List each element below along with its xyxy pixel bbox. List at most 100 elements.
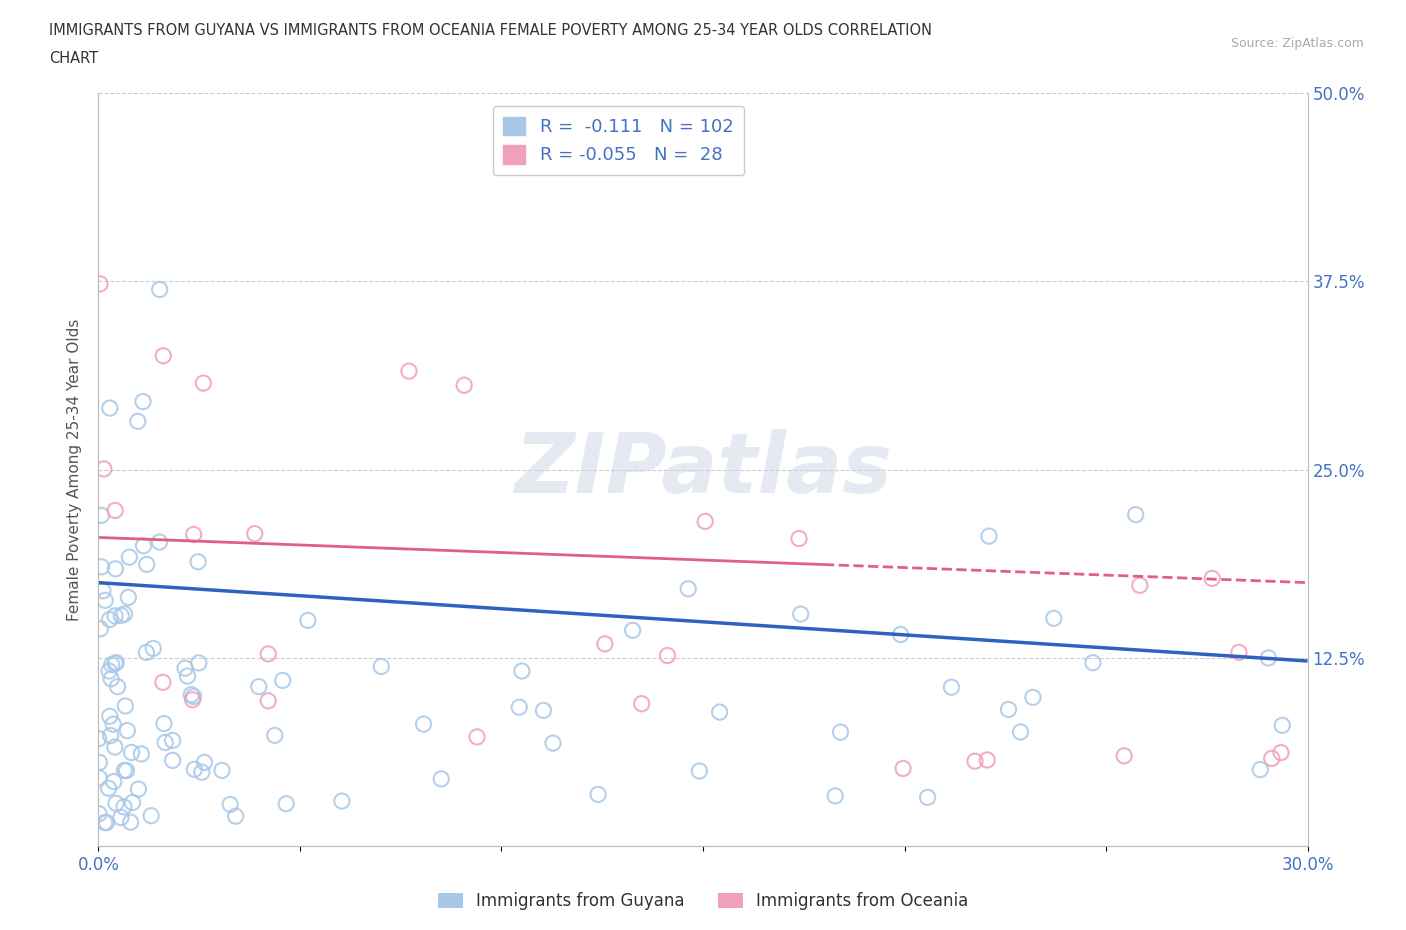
Point [1271,718,1294,733]
Text: ZIPatlas: ZIPatlas [515,429,891,511]
Point [162,753,184,768]
Point [271,673,294,688]
Point [132,538,155,553]
Point [247,679,270,694]
Point [183,689,205,704]
Point [148,535,170,550]
Point [153,716,176,731]
Point [1114,749,1136,764]
Point [1129,578,1152,592]
Point [830,724,852,739]
Point [1227,644,1250,659]
Point [1249,763,1271,777]
Point [465,729,488,744]
Point [162,733,184,748]
Y-axis label: Female Poverty Among 25-34 Year Olds: Female Poverty Among 25-34 Year Olds [67,318,83,621]
Point [87,731,110,746]
Point [104,503,127,518]
Point [219,797,242,812]
Point [187,656,209,671]
Point [121,795,143,810]
Point [142,641,165,656]
Point [586,787,609,802]
Point [997,702,1019,717]
Point [98,664,121,679]
Point [104,739,127,754]
Point [89,755,111,770]
Point [709,705,731,720]
Point [118,550,141,565]
Point [152,348,174,363]
Point [110,608,132,623]
Point [257,646,280,661]
Point [193,755,215,770]
Point [89,771,111,786]
Point [1081,656,1104,671]
Point [105,796,128,811]
Point [976,752,998,767]
Point [135,645,157,660]
Point [117,590,139,604]
Point [181,692,204,707]
Point [1022,690,1045,705]
Point [824,789,846,804]
Point [193,376,215,391]
Point [276,796,298,811]
Point [297,613,319,628]
Point [101,717,124,732]
Point [114,606,136,621]
Point [89,276,111,291]
Point [100,728,122,743]
Point [98,401,121,416]
Point [110,810,132,825]
Point [263,728,285,743]
Point [127,414,149,429]
Point [1257,650,1279,665]
Legend: Immigrants from Guyana, Immigrants from Oceania: Immigrants from Guyana, Immigrants from … [432,885,974,917]
Point [183,762,205,777]
Point [412,717,434,732]
Point [127,781,149,796]
Point [891,761,914,776]
Point [630,697,652,711]
Point [963,753,986,768]
Point [211,763,233,777]
Point [176,669,198,684]
Point [191,764,214,779]
Point [149,282,172,297]
Point [398,364,420,379]
Point [100,671,122,686]
Point [330,793,353,808]
Point [98,612,121,627]
Point [510,664,533,679]
Point [370,659,392,674]
Point [1270,745,1292,760]
Point [621,623,644,638]
Point [593,636,616,651]
Point [1010,724,1032,739]
Point [183,527,205,542]
Point [114,698,136,713]
Point [225,809,247,824]
Point [104,608,127,623]
Point [97,781,120,796]
Point [115,764,138,778]
Text: Source: ZipAtlas.com: Source: ZipAtlas.com [1230,37,1364,50]
Legend: R =  -0.111   N = 102, R = -0.055   N =  28: R = -0.111 N = 102, R = -0.055 N = 28 [492,106,744,175]
Text: IMMIGRANTS FROM GUYANA VS IMMIGRANTS FROM OCEANIA FEMALE POVERTY AMONG 25-34 YEA: IMMIGRANTS FROM GUYANA VS IMMIGRANTS FRO… [49,23,932,38]
Point [121,745,143,760]
Point [453,378,475,392]
Point [533,703,555,718]
Point [107,679,129,694]
Point [187,554,209,569]
Point [688,764,710,778]
Point [977,529,1000,544]
Point [100,658,122,672]
Point [87,806,110,821]
Point [104,656,127,671]
Text: CHART: CHART [49,51,98,66]
Point [257,694,280,709]
Point [430,772,453,787]
Point [96,815,118,830]
Point [152,675,174,690]
